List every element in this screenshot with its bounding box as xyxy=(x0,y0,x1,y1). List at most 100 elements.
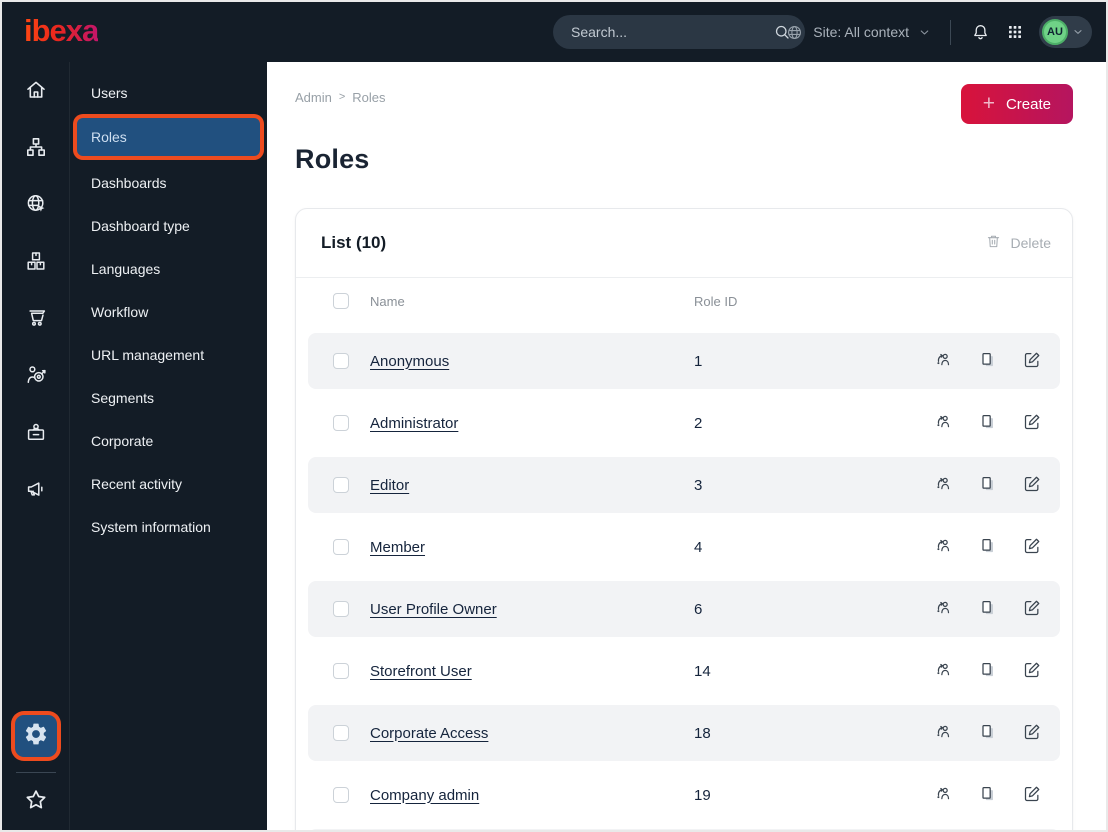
copy-role-button[interactable] xyxy=(978,722,998,745)
copy-role-button[interactable] xyxy=(978,350,998,373)
sidebar-item-languages[interactable]: Languages xyxy=(70,247,267,290)
rail-item-products[interactable] xyxy=(16,243,56,283)
assign-to-users-button[interactable] xyxy=(934,350,954,373)
role-name-link[interactable]: Storefront User xyxy=(370,662,472,680)
sidebar-item-users[interactable]: Users xyxy=(70,71,267,114)
edit-icon xyxy=(1022,722,1042,745)
rail-item-dashboard[interactable] xyxy=(16,72,56,112)
copy-icon xyxy=(978,350,998,373)
rail-item-commerce[interactable] xyxy=(16,300,56,340)
sidebar-item-dashboards[interactable]: Dashboards xyxy=(70,161,267,204)
ibexa-logo: ibexa xyxy=(24,13,99,48)
edit-role-button[interactable] xyxy=(1022,660,1042,683)
bell-icon[interactable] xyxy=(970,22,991,43)
row-actions xyxy=(934,660,1042,683)
select-all-checkbox[interactable] xyxy=(333,293,349,309)
role-name-link[interactable]: Company admin xyxy=(370,786,480,804)
edit-role-button[interactable] xyxy=(1022,350,1042,373)
edit-role-button[interactable] xyxy=(1022,412,1042,435)
edit-icon xyxy=(1022,412,1042,435)
sidebar-item-corporate[interactable]: Corporate xyxy=(70,419,267,462)
global-search[interactable] xyxy=(553,15,805,49)
rail-divider xyxy=(15,772,56,773)
row-actions xyxy=(934,474,1042,497)
edit-role-button[interactable] xyxy=(1022,474,1042,497)
role-name-link[interactable]: Administrator xyxy=(370,414,459,432)
site-context-selector[interactable]: Site: All context xyxy=(785,23,931,42)
assign-user-icon xyxy=(934,412,954,435)
search-icon[interactable] xyxy=(773,23,791,41)
sidebar-item-system-information[interactable]: System information xyxy=(70,505,267,548)
edit-icon xyxy=(1022,474,1042,497)
rail-item-site[interactable] xyxy=(16,186,56,226)
table-row: Corporate Access 18 xyxy=(308,705,1060,761)
sidebar-item-recent-activity[interactable]: Recent activity xyxy=(70,462,267,505)
assign-to-users-button[interactable] xyxy=(934,660,954,683)
row-checkbox[interactable] xyxy=(333,787,349,803)
sidebar-item-segments[interactable]: Segments xyxy=(70,376,267,419)
edit-role-button[interactable] xyxy=(1022,784,1042,807)
edit-role-button[interactable] xyxy=(1022,598,1042,621)
search-input[interactable] xyxy=(571,24,773,40)
rail-item-admin[interactable] xyxy=(14,715,57,757)
row-actions xyxy=(934,536,1042,559)
delete-button[interactable]: Delete xyxy=(985,233,1051,253)
rail-item-content[interactable] xyxy=(16,129,56,169)
rail-item-marketing[interactable] xyxy=(16,471,56,511)
sidebar-item-workflow[interactable]: Workflow xyxy=(70,290,267,333)
copy-role-button[interactable] xyxy=(978,660,998,683)
create-button[interactable]: + Create xyxy=(960,84,1073,124)
copy-role-button[interactable] xyxy=(978,412,998,435)
edit-icon xyxy=(1022,784,1042,807)
assign-user-icon xyxy=(934,660,954,683)
table-row: Administrator 2 xyxy=(308,395,1060,451)
row-checkbox[interactable] xyxy=(333,415,349,431)
assign-to-users-button[interactable] xyxy=(934,412,954,435)
role-name-link[interactable]: Member xyxy=(370,538,426,556)
breadcrumb: Admin > Roles xyxy=(295,90,386,105)
copy-role-button[interactable] xyxy=(978,536,998,559)
assign-user-icon xyxy=(934,598,954,621)
copy-icon xyxy=(978,412,998,435)
copy-icon xyxy=(978,474,998,497)
assign-to-users-button[interactable] xyxy=(934,784,954,807)
role-id: 18 xyxy=(694,724,711,742)
page-title: Roles xyxy=(295,144,370,174)
assign-to-users-button[interactable] xyxy=(934,474,954,497)
row-checkbox[interactable] xyxy=(333,725,349,741)
sidebar-item-label: Roles xyxy=(91,129,127,145)
row-checkbox[interactable] xyxy=(333,663,349,679)
grid-icon[interactable] xyxy=(1006,23,1024,41)
copy-icon xyxy=(978,722,998,745)
role-name-link[interactable]: Corporate Access xyxy=(370,724,489,742)
table-row-partial xyxy=(308,829,1060,830)
assign-to-users-button[interactable] xyxy=(934,536,954,559)
role-name-link[interactable]: Editor xyxy=(370,476,410,494)
role-name-link[interactable]: User Profile Owner xyxy=(370,600,497,618)
rail-item-customers[interactable] xyxy=(16,357,56,397)
sidebar-item-dashboard-type[interactable]: Dashboard type xyxy=(70,204,267,247)
copy-role-button[interactable] xyxy=(978,784,998,807)
breadcrumb-admin[interactable]: Admin xyxy=(295,90,332,105)
table-row: Company admin 19 xyxy=(308,767,1060,823)
assign-to-users-button[interactable] xyxy=(934,598,954,621)
sidebar-item-roles[interactable]: Roles xyxy=(77,118,260,156)
topbar-divider xyxy=(950,19,951,45)
rail-item-bookmarks[interactable] xyxy=(16,784,56,820)
row-checkbox[interactable] xyxy=(333,353,349,369)
row-checkbox[interactable] xyxy=(333,601,349,617)
edit-role-button[interactable] xyxy=(1022,722,1042,745)
sidebar-item-url-management[interactable]: URL management xyxy=(70,333,267,376)
user-menu[interactable]: AU xyxy=(1039,16,1092,48)
table-header-row: Name Role ID xyxy=(308,278,1060,323)
role-name-link[interactable]: Anonymous xyxy=(370,352,450,370)
row-checkbox[interactable] xyxy=(333,477,349,493)
chevron-down-icon xyxy=(1072,26,1084,38)
gear-icon xyxy=(23,721,49,752)
assign-to-users-button[interactable] xyxy=(934,722,954,745)
rail-item-corporate[interactable] xyxy=(16,414,56,454)
copy-role-button[interactable] xyxy=(978,598,998,621)
row-checkbox[interactable] xyxy=(333,539,349,555)
edit-role-button[interactable] xyxy=(1022,536,1042,559)
copy-role-button[interactable] xyxy=(978,474,998,497)
